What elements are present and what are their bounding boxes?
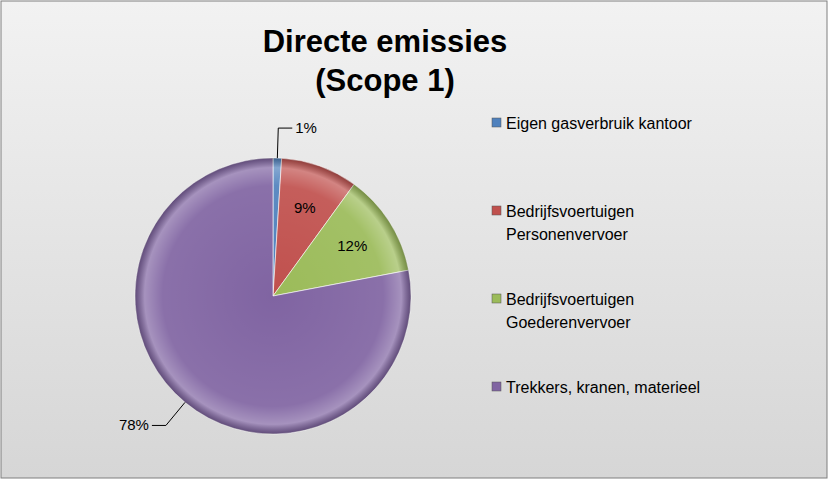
background	[1, 1, 827, 478]
pie-slice	[135, 158, 411, 434]
data-label: 1%	[295, 119, 317, 136]
title-line: (Scope 1)	[315, 63, 455, 98]
leader-line	[277, 128, 292, 158]
legend-swatch	[492, 294, 501, 303]
legend-line: Trekkers, kranen, materieel	[506, 379, 700, 396]
legend-label: Bedrijfsvoertuigen Personenvervoer	[506, 203, 634, 243]
pie-shading	[135, 158, 411, 434]
legend-line: Goederenvervoer	[506, 314, 631, 331]
chart-container: Directe emissies (Scope 1) 1% 9% 12% 78% Eigen…	[0, 0, 828, 479]
data-labels: 1% 9% 12% 78%	[119, 119, 367, 433]
data-label: 12%	[337, 237, 367, 254]
title-line: Directe emissies	[263, 24, 508, 59]
chart-svg: Directe emissies (Scope 1) 1% 9% 12% 78% Eigen…	[0, 0, 828, 479]
chart-title: Directe emissies (Scope 1)	[263, 24, 508, 98]
legend-swatch	[492, 382, 501, 391]
legend-line: Bedrijfsvoertuigen	[506, 203, 634, 220]
legend-label: Eigen gasverbruik kantoor	[506, 115, 693, 132]
legend-label: Trekkers, kranen, materieel	[506, 379, 700, 396]
data-label: 9%	[294, 199, 316, 216]
legend: Eigen gasverbruik kantoor Bedrijfsvoertui…	[492, 115, 700, 396]
legend-swatch	[492, 118, 501, 127]
data-label: 78%	[119, 416, 149, 433]
legend-swatch	[492, 206, 501, 215]
leader-line	[152, 402, 185, 425]
legend-line: Personenvervoer	[506, 226, 629, 243]
legend-line: Eigen gasverbruik kantoor	[506, 115, 693, 132]
legend-line: Bedrijfsvoertuigen	[506, 291, 634, 308]
legend-label: Bedrijfsvoertuigen Goederenvervoer	[506, 291, 634, 331]
pie	[135, 158, 411, 434]
